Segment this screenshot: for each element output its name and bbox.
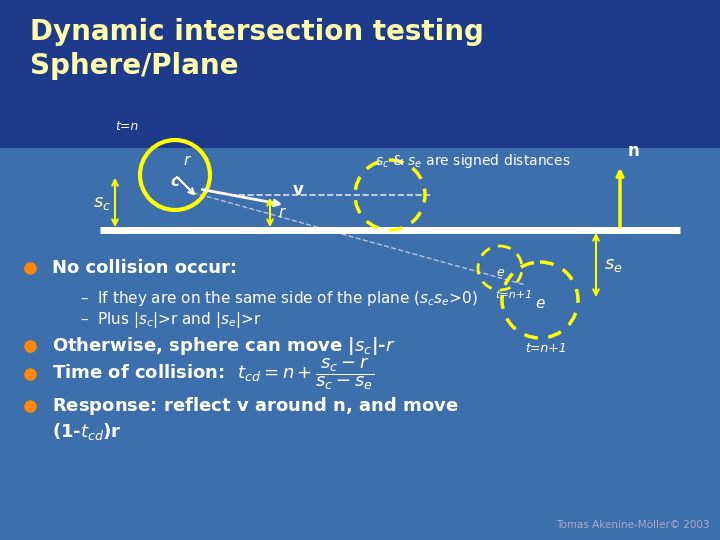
Text: $s_c$ & $s_e$ are signed distances: $s_c$ & $s_e$ are signed distances: [375, 152, 570, 170]
Text: e: e: [535, 296, 545, 312]
Text: t=n: t=n: [115, 120, 138, 133]
Text: Otherwise, sphere can move |$s_c$|-$r$: Otherwise, sphere can move |$s_c$|-$r$: [52, 335, 395, 357]
Text: $\mathit{s_c}$: $\mathit{s_c}$: [93, 193, 111, 212]
Bar: [0, 0, 720, 148]
Text: (1-$t_{cd}$)$\mathbf{r}$: (1-$t_{cd}$)$\mathbf{r}$: [52, 422, 122, 442]
Text: $\mathit{s_e}$: $\mathit{s_e}$: [604, 256, 623, 274]
Text: Response: reflect $\mathbf{v}$ around $\mathbf{n}$, and move: Response: reflect $\mathbf{v}$ around $\…: [52, 395, 459, 417]
Text: t=n+1: t=n+1: [495, 290, 532, 300]
Text: r: r: [278, 205, 284, 220]
Text: No collision occur:: No collision occur:: [52, 259, 237, 277]
Text: Time of collision:  $t_{cd} = n+\dfrac{s_c-r}{s_c-s_e}$: Time of collision: $t_{cd} = n+\dfrac{s_…: [52, 356, 374, 393]
Text: –  If they are on the same side of the plane ($s_cs_e$>0): – If they are on the same side of the pl…: [80, 288, 478, 307]
Text: r: r: [183, 153, 189, 168]
Text: n: n: [628, 142, 640, 160]
Text: Dynamic intersection testing
Sphere/Plane: Dynamic intersection testing Sphere/Plan…: [30, 18, 484, 79]
Text: Tomas Akenine-Möller© 2003: Tomas Akenine-Möller© 2003: [557, 520, 710, 530]
Text: t=n+1: t=n+1: [525, 342, 567, 355]
Text: v: v: [293, 181, 304, 199]
Text: c: c: [171, 173, 179, 188]
Text: –  Plus |$s_c$|>r and |$s_e$|>r: – Plus |$s_c$|>r and |$s_e$|>r: [80, 310, 261, 330]
Text: e: e: [496, 266, 504, 279]
